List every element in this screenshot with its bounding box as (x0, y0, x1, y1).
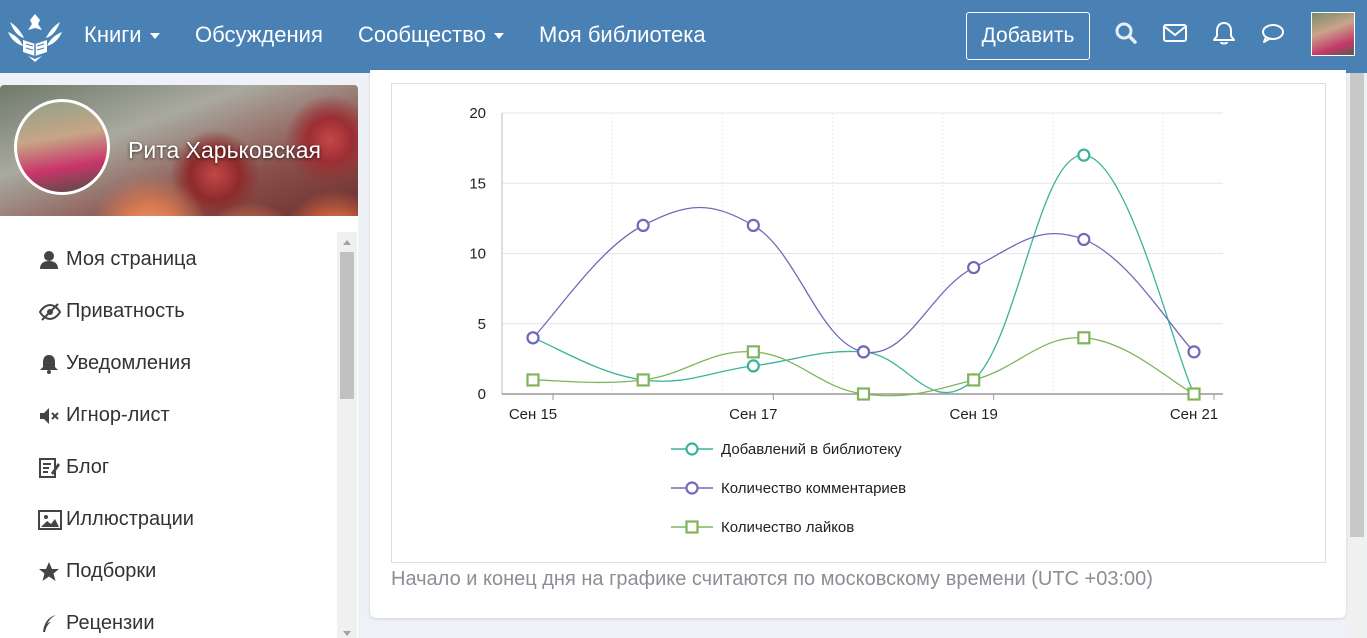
page-scroll-thumb[interactable] (1350, 73, 1364, 537)
nav-books[interactable]: Книги (84, 20, 160, 50)
sidebar-item-collections[interactable]: Подборки (38, 556, 156, 586)
x-tick-label: Сен 15 (509, 406, 557, 423)
y-tick-label: 15 (469, 175, 486, 192)
sidebar-item-ignore-list[interactable]: Игнор-лист (38, 400, 170, 430)
data-point (746, 345, 760, 359)
add-button[interactable]: Добавить (966, 12, 1090, 60)
mail-icon[interactable] (1162, 20, 1188, 46)
nav-my-library-label: Моя библиотека (539, 22, 706, 47)
y-tick-label: 5 (478, 316, 486, 333)
y-tick-label: 20 (469, 105, 486, 122)
nav-discussions-label: Обсуждения (195, 22, 323, 47)
page-scrollbar[interactable] (1349, 73, 1365, 638)
profile-name[interactable]: Рита Харьковская (128, 137, 321, 163)
stats-panel: 0 5 10 15 20 Сен 15 Сен 17 Сен 19 Сен 21 Добавлен… (370, 70, 1346, 618)
sidebar-item-my-page[interactable]: Моя страница (38, 244, 197, 274)
nav-discussions[interactable]: Обсуждения (195, 20, 323, 50)
chevron-down-icon (493, 33, 504, 40)
bell-icon (38, 353, 62, 375)
data-point (967, 260, 981, 275)
nav-community-label: Сообщество (358, 22, 486, 47)
sidebar-item-label: Уведомления (66, 352, 192, 374)
data-point (967, 373, 981, 387)
data-point (856, 387, 871, 401)
blog-icon (38, 457, 62, 479)
data-point (1077, 148, 1091, 162)
data-point (526, 331, 540, 345)
top-navbar: Книги Обсуждения Сообщество Моя библиоте… (0, 0, 1367, 73)
legend-label: Количество лайков (721, 519, 854, 536)
chart-canvas: 0 5 10 15 20 Сен 15 Сен 17 Сен 19 Сен 21 Добавлен… (469, 105, 1223, 536)
x-tick-label: Сен 19 (950, 406, 998, 423)
scroll-up-arrow-icon[interactable] (343, 240, 351, 245)
sidebar-menu: Моя страница Приватность Уведомления Игн… (0, 216, 358, 638)
eye-slash-icon (38, 301, 62, 323)
sidebar-item-reviews[interactable]: Рецензии (38, 608, 155, 638)
nav-books-label: Книги (84, 22, 142, 47)
nav-community[interactable]: Сообщество (358, 20, 504, 50)
y-tick-label: 0 (478, 386, 486, 403)
sidebar-item-notifications[interactable]: Уведомления (38, 348, 191, 378)
series-line (532, 154, 1195, 395)
legend-label: Количество комментариев (721, 480, 906, 497)
legend-marker (685, 520, 699, 534)
profile-card: Рита Харьковская (0, 85, 358, 216)
sidebar-item-label: Иллюстрации (66, 508, 194, 530)
data-point (1187, 387, 1201, 401)
chat-icon[interactable] (1260, 20, 1286, 46)
sidebar-item-label: Блог (66, 456, 110, 478)
data-point (746, 359, 760, 373)
legend-marker (685, 442, 699, 456)
series-line (532, 206, 1195, 354)
sidebar-item-blog[interactable]: Блог (38, 452, 109, 482)
data-point (746, 218, 760, 232)
data-point (856, 345, 871, 359)
stats-chart: 0 5 10 15 20 Сен 15 Сен 17 Сен 19 Сен 21 Добавлен… (391, 83, 1326, 563)
x-tick-label: Сен 21 (1170, 406, 1218, 423)
y-tick-label: 10 (469, 246, 486, 263)
sidebar-item-privacy[interactable]: Приватность (38, 296, 185, 326)
quill-icon (38, 613, 62, 635)
timezone-note: Начало и конец дня на графике считаются … (391, 568, 1153, 590)
sidebar-item-label: Рецензии (66, 612, 155, 634)
search-icon[interactable] (1113, 20, 1139, 46)
image-icon (38, 509, 62, 531)
profile-avatar[interactable] (14, 99, 110, 195)
data-point (1187, 345, 1201, 359)
sidebar-item-illustrations[interactable]: Иллюстрации (38, 504, 194, 534)
sidebar-item-label: Подборки (66, 560, 157, 582)
data-point (636, 373, 650, 387)
sidebar-item-label: Моя страница (66, 248, 197, 270)
data-point (1077, 232, 1091, 247)
bell-icon[interactable] (1211, 20, 1237, 46)
sidebar-scrollbar[interactable] (337, 232, 357, 638)
legend-label: Добавлений в библиотеку (721, 441, 902, 458)
mute-icon (38, 405, 62, 427)
data-point (526, 373, 540, 387)
sidebar-item-label: Приватность (66, 300, 185, 322)
nav-my-library[interactable]: Моя библиотека (539, 20, 706, 50)
scroll-down-arrow-icon[interactable] (343, 631, 351, 636)
legend-marker (685, 481, 699, 495)
user-avatar[interactable] (1311, 12, 1355, 56)
site-logo-icon[interactable] (6, 8, 64, 64)
data-point (1077, 331, 1091, 345)
sidebar-scroll-thumb[interactable] (340, 252, 354, 399)
sidebar-item-label: Игнор-лист (66, 404, 170, 426)
user-icon (38, 249, 62, 271)
data-point (636, 218, 650, 232)
chevron-down-icon (149, 33, 160, 40)
star-icon (38, 561, 62, 583)
x-tick-label: Сен 17 (729, 406, 777, 423)
